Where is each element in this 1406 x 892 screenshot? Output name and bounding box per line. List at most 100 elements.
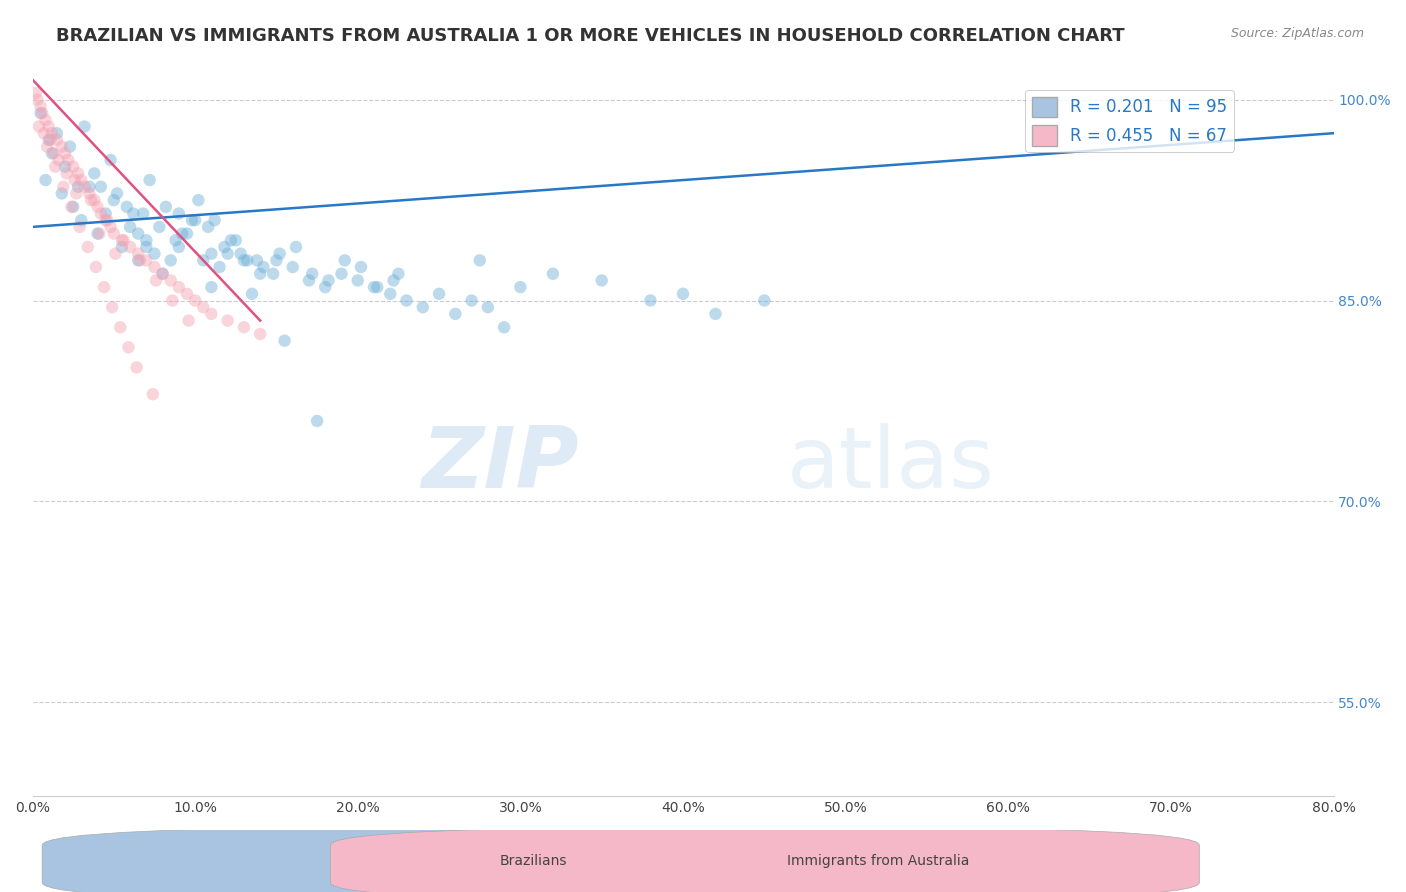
Point: [67, 179, 90, 194]
Point: [120, 219, 142, 234]
Point: [103, 227, 125, 241]
Point: [135, 253, 157, 268]
Point: [412, 300, 434, 314]
Point: [232, 320, 254, 334]
Point: [62, 160, 84, 174]
Point: [30, 106, 52, 120]
Point: [200, 307, 222, 321]
Point: [44, 160, 66, 174]
Point: [51, 186, 73, 201]
Point: [346, 273, 368, 287]
Point: [52, 179, 75, 194]
Point: [89, 227, 111, 241]
Point: [104, 246, 127, 260]
Point: [53, 146, 76, 161]
Point: [112, 233, 135, 247]
Point: [128, 253, 150, 268]
Text: ZIP: ZIP: [422, 423, 579, 506]
Point: [38, 120, 60, 134]
Point: [217, 313, 239, 327]
Point: [200, 246, 222, 260]
Point: [94, 206, 117, 220]
Point: [103, 193, 125, 207]
Point: [363, 280, 385, 294]
Point: [427, 286, 450, 301]
Point: [73, 179, 96, 194]
Point: [101, 300, 124, 314]
Point: [34, 112, 56, 127]
Text: Source: ZipAtlas.com: Source: ZipAtlas.com: [1230, 27, 1364, 40]
Point: [37, 139, 59, 153]
Point: [330, 267, 353, 281]
Point: [197, 219, 219, 234]
Point: [155, 200, 177, 214]
Point: [477, 300, 499, 314]
Point: [41, 146, 63, 161]
Point: [204, 213, 226, 227]
Point: [62, 200, 84, 214]
Point: [90, 179, 112, 194]
Point: [366, 280, 388, 294]
Point: [382, 273, 405, 287]
Point: [138, 173, 160, 187]
Point: [177, 313, 200, 327]
Point: [200, 280, 222, 294]
Point: [217, 246, 239, 260]
Point: [60, 200, 83, 214]
Point: [219, 233, 242, 247]
Point: [509, 280, 531, 294]
Point: [704, 307, 727, 321]
Point: [132, 206, 155, 220]
Point: [307, 414, 329, 428]
Point: [79, 179, 101, 194]
Point: [70, 213, 93, 227]
Point: [65, 186, 87, 201]
Point: [93, 280, 115, 294]
Point: [187, 193, 209, 207]
FancyBboxPatch shape: [42, 826, 911, 892]
Point: [27, 93, 49, 107]
Point: [41, 126, 63, 140]
Point: [172, 227, 194, 241]
Point: [86, 200, 108, 214]
Point: [249, 267, 271, 281]
Point: [350, 260, 373, 274]
Point: [76, 240, 98, 254]
Point: [152, 267, 174, 281]
Point: [541, 267, 564, 281]
Point: [301, 267, 323, 281]
Point: [269, 246, 291, 260]
Point: [31, 106, 53, 120]
Point: [51, 139, 73, 153]
Point: [333, 253, 356, 268]
Point: [314, 280, 336, 294]
Point: [184, 293, 207, 308]
Point: [125, 360, 148, 375]
Point: [117, 340, 139, 354]
Point: [176, 227, 198, 241]
Point: [176, 286, 198, 301]
Point: [105, 186, 128, 201]
Point: [24, 86, 46, 100]
Point: [148, 219, 170, 234]
Point: [165, 233, 187, 247]
Point: [45, 126, 67, 140]
Point: [63, 173, 86, 187]
Text: atlas: atlas: [787, 423, 995, 506]
Point: [318, 273, 340, 287]
Point: [387, 267, 409, 281]
Point: [127, 253, 149, 268]
Point: [143, 260, 166, 274]
Text: Brazilians: Brazilians: [499, 854, 567, 868]
Point: [83, 193, 105, 207]
Point: [34, 173, 56, 187]
Point: [42, 146, 65, 161]
Point: [640, 293, 662, 308]
Text: BRAZILIAN VS IMMIGRANTS FROM AUSTRALIA 1 OR MORE VEHICLES IN HOUSEHOLD CORRELATI: BRAZILIAN VS IMMIGRANTS FROM AUSTRALIA 1…: [56, 27, 1125, 45]
Point: [162, 293, 184, 308]
Point: [591, 273, 613, 287]
Point: [249, 326, 271, 341]
Point: [110, 320, 132, 334]
Point: [167, 240, 190, 254]
Point: [70, 173, 93, 187]
